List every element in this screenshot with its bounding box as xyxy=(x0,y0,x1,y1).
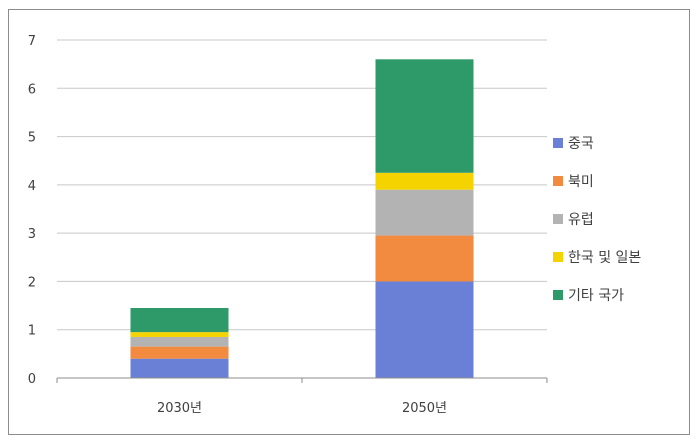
bar-segment-5 xyxy=(130,307,229,333)
y-tick-label: 5 xyxy=(28,131,36,146)
chart-frame xyxy=(8,9,690,435)
bar-segment-4 xyxy=(130,332,229,337)
y-tick-label: 1 xyxy=(28,324,36,339)
x-tick-label: 2050년 xyxy=(402,401,447,416)
legend-label: 중국 xyxy=(568,136,594,152)
y-tick-label: 3 xyxy=(28,227,36,242)
bar-segment-3 xyxy=(130,336,229,347)
bar-segment-1 xyxy=(130,358,229,378)
bars xyxy=(130,59,474,378)
y-tick-label: 6 xyxy=(28,82,36,97)
legend-swatch xyxy=(553,252,563,262)
y-tick-label: 0 xyxy=(28,372,36,387)
legend-swatch xyxy=(553,214,563,224)
x-tick-label: 2030년 xyxy=(157,401,202,416)
legend-label: 북미 xyxy=(568,174,594,190)
y-tick-label: 2 xyxy=(28,275,36,290)
y-tick-label: 7 xyxy=(28,34,36,49)
legend-swatch xyxy=(553,138,563,148)
legend-label: 유럽 xyxy=(568,212,594,228)
legend-label: 한국 및 일본 xyxy=(568,250,641,266)
bar-segment-5 xyxy=(375,59,474,173)
bar-segment-2 xyxy=(130,346,229,359)
legend-swatch xyxy=(553,290,563,300)
y-tick-label: 4 xyxy=(28,179,36,194)
bar-segment-3 xyxy=(375,189,474,236)
bar-segment-1 xyxy=(375,281,474,378)
x-axis: 2030년 2050년 xyxy=(56,377,548,416)
bar-segment-4 xyxy=(375,172,474,190)
legend-label: 기타 국가 xyxy=(568,288,624,304)
y-axis-ticks: 0 1 2 3 4 5 6 7 xyxy=(28,34,36,387)
legend-swatch xyxy=(553,176,563,186)
bar-segment-2 xyxy=(375,235,474,282)
